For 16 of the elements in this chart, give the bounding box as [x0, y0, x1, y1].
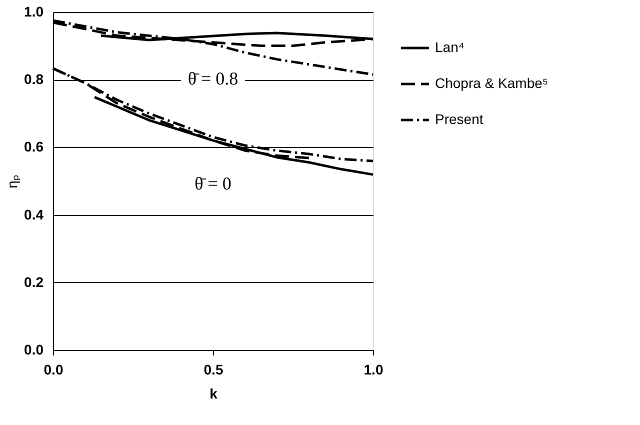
y-tick-label: 0.6	[24, 138, 44, 155]
legend-label: Lan⁴	[435, 39, 464, 55]
annotation: θ̄ = 0	[194, 173, 232, 194]
y-tick-label: 1.0	[24, 4, 44, 20]
y-tick-label: 0.4	[24, 206, 44, 222]
y-tick-label: 0.2	[24, 274, 44, 290]
y-tick-label: 0.0	[24, 342, 44, 358]
y-axis-title: ηₚ	[4, 174, 22, 188]
annotation: θ̄ = 0.8	[188, 68, 238, 89]
legend-label: Chopra & Kambe⁵	[435, 75, 548, 91]
legend-label: Present	[435, 111, 484, 127]
x-tick-label: 0.5	[204, 362, 224, 378]
x-tick-label: 0.0	[44, 362, 64, 378]
x-tick-label: 1.0	[364, 362, 384, 378]
y-tick-label: 0.8	[24, 71, 44, 88]
x-axis-title: k	[210, 386, 218, 402]
